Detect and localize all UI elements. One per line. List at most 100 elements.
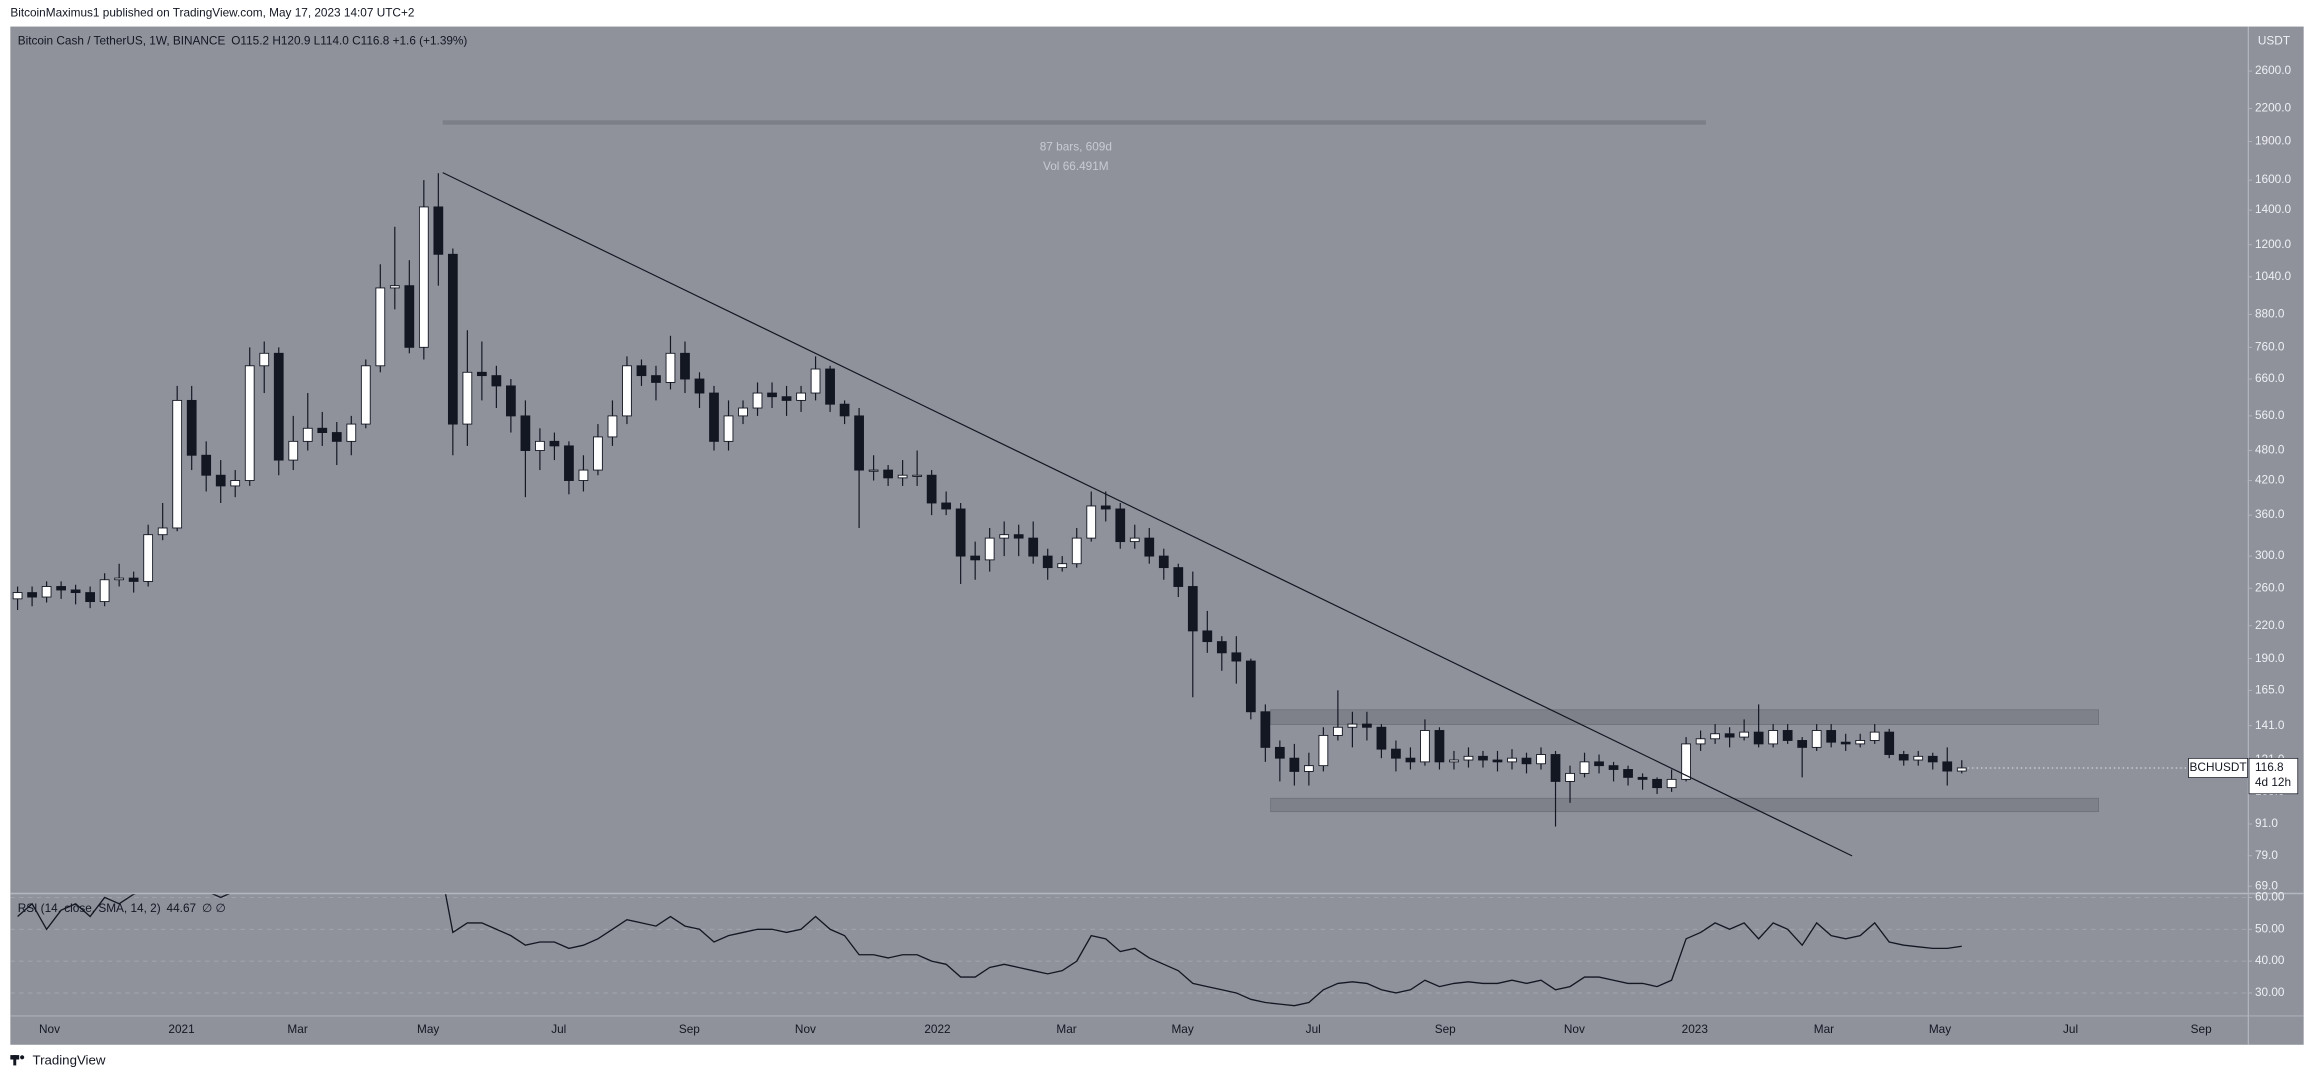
candle-body — [651, 375, 661, 383]
candle-body — [955, 508, 966, 557]
x-tick-label: Jul — [551, 1022, 566, 1036]
candle-body — [868, 469, 879, 472]
candle-body — [1637, 776, 1648, 780]
candle-body — [999, 534, 1010, 539]
candle-body — [622, 365, 632, 417]
candle-body — [447, 253, 458, 425]
x-tick-label: Mar — [287, 1022, 307, 1036]
candle-body — [607, 415, 618, 438]
trend-line — [442, 172, 1853, 857]
y-tick-label: 1200.0 — [2255, 237, 2292, 251]
chart-header: Bitcoin Cash / TetherUS, 1W, BINANCE O115… — [18, 33, 468, 47]
candle-body — [1463, 755, 1474, 761]
y-tick-label: 880.0 — [2255, 307, 2285, 321]
candle-body — [56, 586, 66, 591]
y-tick-label: 260.0 — [2255, 580, 2285, 594]
candle-body — [1579, 761, 1590, 774]
y-tick-label: 560.0 — [2255, 408, 2285, 422]
x-tick-label: 2023 — [1682, 1022, 1709, 1036]
candle-body — [796, 392, 806, 401]
y-tick-label: 480.0 — [2255, 443, 2285, 457]
rsi-pane: 60.00 50.00 40.00 30.00 — [10, 890, 2285, 1007]
candle-body — [360, 365, 371, 425]
candle-body — [259, 352, 270, 367]
candle-body — [1086, 505, 1097, 539]
support-box — [1270, 797, 2099, 813]
candle-body — [462, 371, 473, 425]
candle-body — [1115, 508, 1126, 543]
candle-body — [1565, 772, 1575, 782]
candle-body — [1100, 505, 1111, 510]
candle-body — [1739, 731, 1750, 738]
candle-body — [912, 474, 923, 477]
candle-body — [665, 352, 676, 383]
candle-body — [215, 474, 226, 487]
candles — [12, 173, 1967, 827]
time-axis: Nov 2021 Mar May Jul Sep Nov 2022 Mar May Jul Sep No… — [39, 1022, 2212, 1036]
candle-body — [593, 436, 603, 471]
y-tick-label: 1040.0 — [2255, 269, 2292, 283]
candle-body — [564, 445, 574, 481]
y-tick-label: 141.0 — [2255, 718, 2285, 732]
axis-unit: USDT — [2258, 33, 2290, 47]
y-tick-label: 91.0 — [2255, 816, 2278, 830]
candle-body — [201, 454, 212, 476]
candle-body — [1158, 555, 1169, 569]
candle-body — [1231, 652, 1242, 662]
y-tick-label: 60.00 — [2255, 890, 2285, 904]
chart-title: Bitcoin Cash / TetherUS, 1W, BINANCE — [18, 33, 226, 47]
candle-body — [491, 375, 502, 387]
candle-body — [1216, 641, 1227, 654]
candle-body — [143, 534, 154, 582]
candle-body — [1144, 537, 1155, 557]
y-tick-label: 420.0 — [2255, 473, 2285, 487]
resistance-box — [1270, 709, 2099, 725]
candle-body — [1260, 711, 1271, 748]
x-tick-label: 2022 — [924, 1022, 950, 1036]
candle-body — [1303, 765, 1314, 772]
candle-body — [1449, 759, 1459, 763]
candle-body — [1811, 730, 1822, 748]
candle-body — [375, 287, 386, 367]
candle-body — [1898, 754, 1909, 761]
candle-body — [1681, 743, 1691, 780]
candle-body — [926, 474, 937, 504]
candle-body — [1391, 748, 1401, 759]
chart-area — [10, 26, 2304, 1045]
countdown: 4d 12h — [2255, 775, 2291, 789]
candle-body — [709, 392, 719, 442]
last-price: 116.8 — [2255, 760, 2284, 774]
candle-body — [1057, 563, 1068, 569]
candle-body — [1333, 726, 1343, 736]
candle-body — [1550, 754, 1561, 782]
candle-body — [1129, 537, 1140, 543]
candle-body — [883, 469, 893, 479]
candle-body — [1042, 555, 1053, 569]
candle-body — [1507, 757, 1517, 763]
candle-body — [839, 403, 850, 417]
rsi-title: RSI (14, close, SMA, 14, 2) — [18, 901, 161, 915]
candle-body — [288, 440, 299, 461]
y-tick-label: 79.0 — [2255, 848, 2278, 862]
candle-body — [41, 586, 52, 598]
y-tick-label: 30.00 — [2255, 985, 2285, 999]
price-axis: 2600.0 2200.0 1900.0 1600.0 1400.0 1200.0 1040… — [2247, 63, 2292, 892]
candle-body — [825, 368, 835, 405]
candle-body — [1927, 755, 1938, 763]
candle-body — [244, 365, 255, 481]
candle-body — [1855, 740, 1866, 745]
measure-volume: Vol 66.491M — [1043, 159, 1109, 173]
y-tick-label: 1400.0 — [2255, 202, 2292, 216]
candle-body — [1028, 537, 1039, 557]
candle-body — [433, 206, 444, 255]
logo: TradingView — [10, 1053, 106, 1068]
candle-body — [346, 423, 357, 442]
candle-body — [1405, 757, 1416, 763]
x-tick-label: Nov — [1564, 1022, 1585, 1036]
candle-body — [1724, 733, 1735, 738]
x-tick-label: Sep — [2191, 1022, 2212, 1036]
y-tick-label: 220.0 — [2255, 618, 2285, 632]
candle-body — [1797, 740, 1808, 748]
